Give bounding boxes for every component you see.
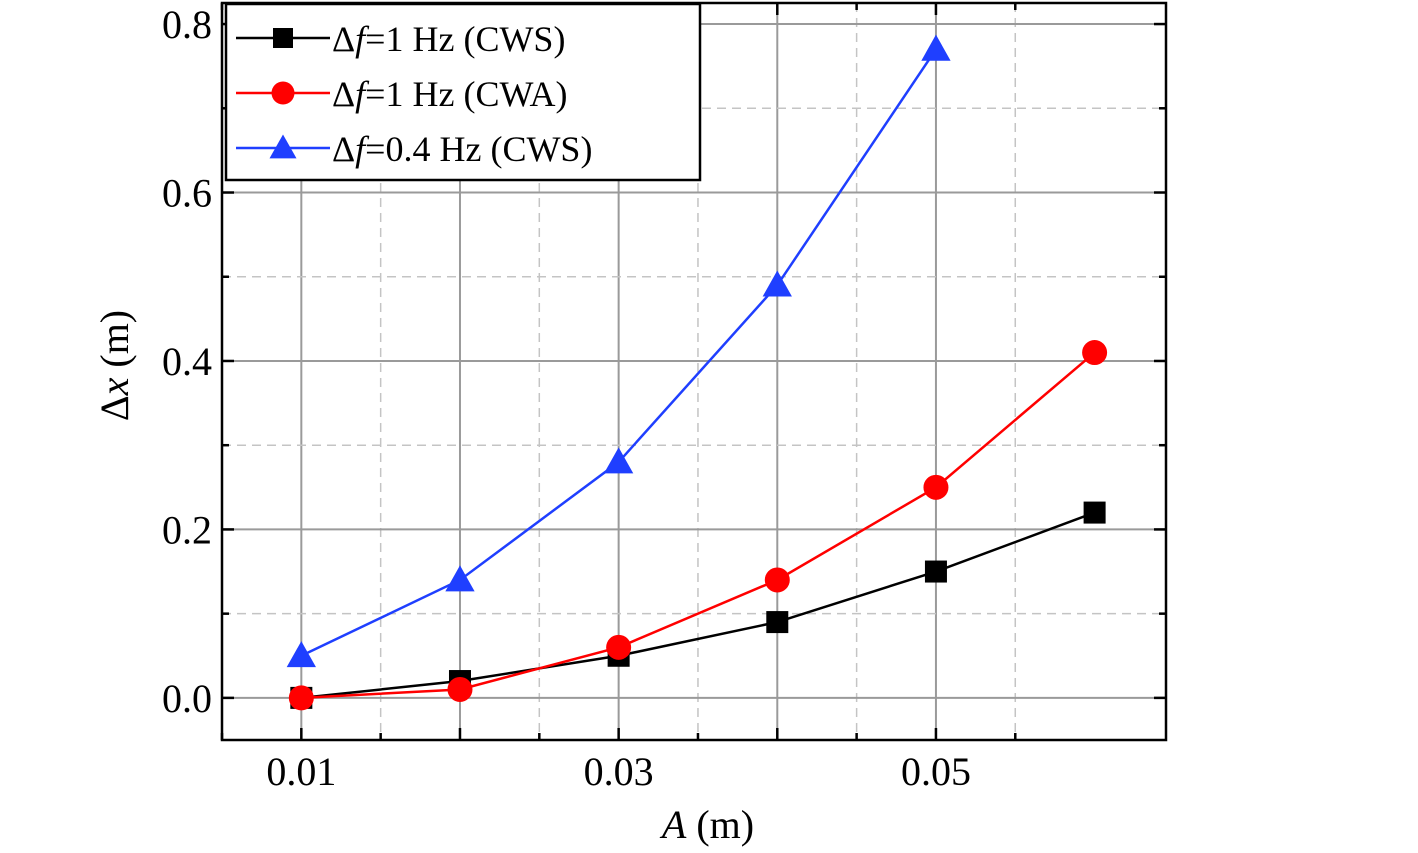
data-point-square xyxy=(766,611,789,634)
legend-label-rest: =0.4 Hz (CWS) xyxy=(365,129,592,169)
data-point-circle xyxy=(1082,340,1108,366)
legend-marker-square xyxy=(273,28,293,48)
data-point-triangle xyxy=(445,565,475,592)
data-point-circle xyxy=(447,676,473,702)
legend-label-prefix: Δ xyxy=(332,129,355,169)
x-axis-title: A (m) xyxy=(659,802,754,847)
data-point-triangle xyxy=(921,34,951,61)
x-tick-label: 0.05 xyxy=(901,749,971,794)
y-axis-prefix: Δ xyxy=(92,395,137,421)
data-point-circle xyxy=(764,567,790,593)
data-point-triangle xyxy=(603,447,634,474)
x-axis-symbol: A xyxy=(659,802,687,847)
legend-label-prefix: Δ xyxy=(332,19,355,59)
legend-label-rest: =1 Hz (CWS) xyxy=(365,19,565,59)
data-point-square xyxy=(924,560,947,583)
data-point-triangle xyxy=(762,270,792,297)
series-markers xyxy=(286,34,1108,711)
legend-item: Δf=1 Hz (CWS) xyxy=(236,19,565,59)
legend: Δf=1 Hz (CWS) Δf=1 Hz (CWA) Δf=0.4 Hz (CWS… xyxy=(224,2,702,182)
x-tick-labels: 0.01 0.03 0.05 xyxy=(266,749,971,794)
data-point-circle xyxy=(923,474,949,500)
y-axis-symbol: x xyxy=(92,377,137,396)
y-axis-title: Δx (m) xyxy=(92,310,137,421)
y-tick-labels: 0.0 0.2 0.4 0.6 0.8 xyxy=(162,2,212,721)
legend-item: Δf=1 Hz (CWA) xyxy=(236,74,567,114)
x-tick-label: 0.01 xyxy=(266,749,336,794)
legend-label-rest: =1 Hz (CWA) xyxy=(365,74,567,114)
x-tick-label: 0.03 xyxy=(584,749,654,794)
legend-item: Δf=0.4 Hz (CWS) xyxy=(236,129,592,169)
y-tick-label: 0.2 xyxy=(162,507,212,552)
legend-marker-circle xyxy=(271,81,295,105)
y-tick-label: 0.6 xyxy=(162,171,212,216)
y-tick-label: 0.0 xyxy=(162,676,212,721)
data-point-circle xyxy=(288,685,314,711)
data-point-square xyxy=(1083,501,1106,524)
y-tick-label: 0.8 xyxy=(162,2,212,47)
legend-label-prefix: Δ xyxy=(332,74,355,114)
series-line-2 xyxy=(301,351,1096,700)
legend-marker-triangle xyxy=(269,134,297,159)
data-point-triangle xyxy=(286,641,316,668)
y-tick-label: 0.4 xyxy=(162,339,212,384)
legend-entries: Δf=1 Hz (CWS) Δf=1 Hz (CWA) Δf=0.4 Hz (CWS… xyxy=(236,19,592,169)
legend-label: Δf=1 Hz (CWA) xyxy=(332,74,567,114)
legend-label: Δf=1 Hz (CWS) xyxy=(332,19,565,59)
x-axis-unit: (m) xyxy=(686,802,754,847)
legend-label: Δf=0.4 Hz (CWS) xyxy=(332,129,592,169)
series-line-1 xyxy=(301,511,1096,700)
y-axis-unit: (m) xyxy=(92,310,137,378)
data-point-circle xyxy=(606,634,632,660)
